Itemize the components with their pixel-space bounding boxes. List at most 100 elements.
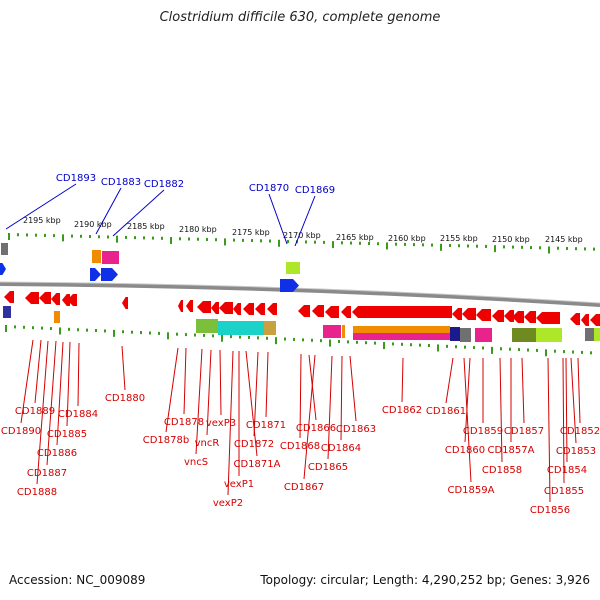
feature-box[interactable] xyxy=(264,321,276,335)
gene-label-reverse[interactable]: CD1854 xyxy=(547,465,587,476)
gene-arrow[interactable] xyxy=(211,302,219,314)
gene-label-reverse[interactable]: CD1862 xyxy=(382,405,422,416)
feature-box[interactable] xyxy=(512,328,536,342)
feature-box[interactable] xyxy=(218,321,264,335)
feature-box[interactable] xyxy=(3,306,11,318)
gene-arrow[interactable] xyxy=(51,293,60,305)
tick-mark xyxy=(305,240,307,244)
gene-label-reverse[interactable]: CD1856 xyxy=(530,505,570,516)
gene-arrow[interactable] xyxy=(570,313,580,325)
gene-label-reverse[interactable]: CD1888 xyxy=(17,487,57,498)
feature-box[interactable] xyxy=(353,333,450,340)
gene-arrow[interactable] xyxy=(267,303,277,315)
feature-box[interactable] xyxy=(323,325,341,338)
gene-label-reverse[interactable]: CD1859A xyxy=(448,485,495,496)
gene-label-reverse[interactable]: vexP2 xyxy=(213,498,243,509)
gene-label-forward[interactable]: CD1870 xyxy=(249,183,289,194)
feature-box[interactable] xyxy=(102,251,119,264)
gene-arrow[interactable] xyxy=(219,302,233,314)
gene-arrow[interactable] xyxy=(243,303,254,315)
gene-label-reverse[interactable]: CD1887 xyxy=(27,468,67,479)
tick-mark xyxy=(347,340,349,344)
gene-arrow[interactable] xyxy=(312,305,324,317)
gene-label-reverse[interactable]: CD1884 xyxy=(58,409,98,420)
gene-arrow[interactable] xyxy=(25,292,39,304)
gene-label-reverse[interactable]: CD1872 xyxy=(234,439,274,450)
gene-label-reverse[interactable]: CD1890 xyxy=(1,426,41,437)
feature-box[interactable] xyxy=(475,328,492,342)
gene-label-reverse[interactable]: CD1857 xyxy=(504,426,544,437)
gene-arrow[interactable] xyxy=(67,294,77,306)
gene-arrow[interactable] xyxy=(186,300,193,312)
gene-arrow[interactable] xyxy=(90,268,101,281)
gene-label-forward[interactable]: CD1893 xyxy=(56,173,96,184)
gene-arrow[interactable] xyxy=(4,291,14,303)
feature-box[interactable] xyxy=(536,328,562,342)
gene-arrow[interactable] xyxy=(352,306,452,318)
feature-box[interactable] xyxy=(450,327,460,341)
gene-arrow[interactable] xyxy=(524,311,536,323)
gene-arrow[interactable] xyxy=(298,305,310,317)
gene-label-reverse[interactable]: CD1860 xyxy=(445,445,485,456)
feature-box[interactable] xyxy=(1,243,8,255)
gene-arrow[interactable] xyxy=(581,314,589,326)
gene-arrow[interactable] xyxy=(197,301,211,313)
gene-arrow[interactable] xyxy=(476,309,491,321)
feature-box[interactable] xyxy=(92,250,101,263)
gene-label-forward[interactable]: CD1882 xyxy=(144,179,184,190)
gene-arrow[interactable] xyxy=(341,306,351,318)
gene-label-reverse[interactable]: CD1886 xyxy=(37,448,77,459)
gene-arrow[interactable] xyxy=(101,268,118,281)
gene-label-reverse[interactable]: CD1866 xyxy=(296,423,336,434)
gene-label-reverse[interactable]: vexP1 xyxy=(224,479,254,490)
gene-arrow[interactable] xyxy=(492,310,504,322)
gene-label-reverse[interactable]: CD1871A xyxy=(234,459,281,470)
gene-arrow[interactable] xyxy=(452,308,462,320)
feature-box[interactable] xyxy=(460,328,471,342)
gene-label-reverse[interactable]: vncS xyxy=(184,457,208,468)
gene-arrow[interactable] xyxy=(280,279,299,292)
gene-arrow[interactable] xyxy=(504,310,514,322)
gene-label-reverse[interactable]: CD1867 xyxy=(284,482,324,493)
feature-box[interactable] xyxy=(353,326,450,333)
gene-label-reverse[interactable]: CD1885 xyxy=(47,429,87,440)
gene-arrow[interactable] xyxy=(536,312,560,324)
gene-arrow[interactable] xyxy=(590,314,600,326)
gene-label-reverse[interactable]: CD1871 xyxy=(246,420,286,431)
gene-label-reverse[interactable]: CD1889 xyxy=(15,406,55,417)
gene-label-reverse[interactable]: CD1859 xyxy=(463,426,503,437)
gene-arrow[interactable] xyxy=(233,303,241,315)
gene-arrow[interactable] xyxy=(462,308,476,320)
gene-label-reverse[interactable]: CD1863 xyxy=(336,424,376,435)
gene-label-reverse[interactable]: CD1852 xyxy=(560,426,600,437)
gene-label-reverse[interactable]: CD1855 xyxy=(544,486,584,497)
gene-label-reverse[interactable]: CD1865 xyxy=(308,462,348,473)
gene-arrow[interactable] xyxy=(325,306,339,318)
gene-arrow[interactable] xyxy=(255,303,265,315)
gene-label-reverse[interactable]: vexP3 xyxy=(206,418,236,429)
gene-label-reverse[interactable]: CD1858 xyxy=(482,465,522,476)
gene-label-forward[interactable]: CD1883 xyxy=(101,177,141,188)
gene-label-reverse[interactable]: CD1861 xyxy=(426,406,466,417)
gene-label-reverse[interactable]: CD1857A xyxy=(488,445,535,456)
feature-box[interactable] xyxy=(54,311,60,323)
feature-box[interactable] xyxy=(286,262,300,274)
gene-arrow[interactable] xyxy=(0,263,6,275)
feature-box[interactable] xyxy=(594,328,600,341)
gene-label-reverse[interactable]: CD1878 xyxy=(164,417,204,428)
gene-arrow[interactable] xyxy=(62,294,70,306)
gene-arrow[interactable] xyxy=(122,297,128,309)
gene-arrow[interactable] xyxy=(512,311,524,323)
feature-box[interactable] xyxy=(196,319,218,333)
gene-label-reverse[interactable]: CD1878b xyxy=(143,435,189,446)
gene-label-forward[interactable]: CD1869 xyxy=(295,185,335,196)
gene-arrow[interactable] xyxy=(178,300,183,312)
gene-label-reverse[interactable]: CD1868 xyxy=(280,441,320,452)
gene-label-reverse[interactable]: CD1880 xyxy=(105,393,145,404)
feature-box[interactable] xyxy=(342,325,345,338)
gene-label-reverse[interactable]: vncR xyxy=(195,438,220,449)
gene-label-reverse[interactable]: CD1853 xyxy=(556,446,596,457)
gene-arrow[interactable] xyxy=(39,292,51,304)
gene-label-reverse[interactable]: CD1864 xyxy=(321,443,361,454)
feature-box[interactable] xyxy=(585,328,594,341)
